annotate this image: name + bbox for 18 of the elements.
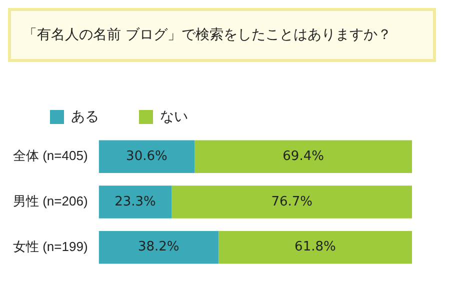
bar [194, 140, 412, 174]
bar [218, 230, 412, 264]
data-label: 69.4% [282, 149, 324, 164]
data-label: 38.2% [138, 240, 180, 255]
data-label: 30.6% [126, 149, 168, 164]
bar [98, 230, 218, 264]
chart-title: 「有名人の名前 ブログ」で検索をしたことはありますか？ [8, 8, 436, 62]
data-label: 23.3% [114, 194, 156, 210]
legend-label: ない [160, 108, 188, 124]
bar [172, 186, 412, 218]
y-tick-label: 全体 (n=405) [12, 148, 88, 164]
bar [98, 140, 195, 174]
data-label: 61.8% [294, 240, 336, 255]
y-tick-label: 女性 (n=199) [12, 238, 88, 254]
bar [98, 186, 172, 218]
y-tick-label: 男性 (n=206) [12, 194, 88, 209]
legend-label: ある [71, 108, 99, 124]
data-label: 76.7% [271, 194, 313, 210]
